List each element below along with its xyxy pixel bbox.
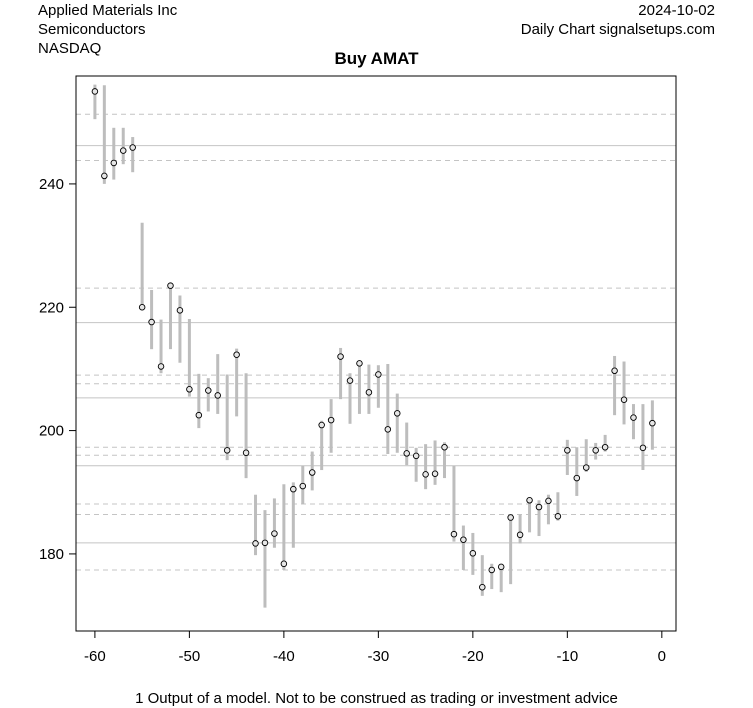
close-point <box>469 550 477 557</box>
close-point <box>403 450 410 457</box>
close-point <box>611 367 618 375</box>
close-point <box>119 147 127 154</box>
close-point <box>176 307 184 314</box>
sector-label: Semiconductors <box>38 21 146 38</box>
x-tick-label: -60 <box>84 648 106 665</box>
close-point <box>138 304 146 311</box>
close-point <box>271 530 278 537</box>
x-tick-label: -40 <box>273 648 295 665</box>
x-tick-label: -50 <box>179 648 201 665</box>
close-point <box>431 470 439 478</box>
close-point <box>290 485 297 493</box>
header-left: Applied Materials Inc Semiconductors NAS… <box>38 1 177 58</box>
chart-title: Buy AMAT <box>334 49 419 68</box>
close-point <box>261 539 269 547</box>
x-tick-label: -10 <box>556 648 578 665</box>
close-point <box>233 351 240 358</box>
close-point <box>186 386 193 393</box>
close-point <box>205 387 212 394</box>
close-point <box>195 411 203 419</box>
close-point <box>630 414 637 421</box>
company-name: Applied Materials Inc <box>38 2 178 19</box>
close-point <box>280 560 288 568</box>
close-point <box>346 377 354 384</box>
y-tick-label: 220 <box>39 299 64 316</box>
y-tick-label: 180 <box>39 546 64 563</box>
close-point <box>497 563 505 571</box>
plot-frame <box>75 75 677 632</box>
close-point <box>308 469 316 476</box>
close-point <box>252 540 259 547</box>
y-tick-label: 200 <box>39 423 64 440</box>
close-point <box>299 482 307 490</box>
x-tick-label: -30 <box>368 648 390 665</box>
close-point <box>516 531 524 539</box>
close-point <box>214 392 221 399</box>
close-point <box>592 447 599 454</box>
close-point <box>488 566 495 574</box>
close-point <box>223 447 231 454</box>
chart-date: 2024-10-02 <box>638 2 715 19</box>
close-point <box>327 416 335 424</box>
close-point <box>356 360 363 367</box>
close-point <box>167 282 174 289</box>
close-point <box>337 353 344 360</box>
close-point <box>573 474 581 482</box>
close-point <box>318 421 325 429</box>
close-point <box>649 419 656 427</box>
close-point <box>535 503 543 511</box>
close-point <box>384 426 392 433</box>
x-tick-label: 0 <box>658 648 666 665</box>
close-point <box>375 371 382 378</box>
close-point <box>554 513 562 520</box>
close-point <box>242 449 250 457</box>
disclaimer-footnote: 1 Output of a model. Not to be construed… <box>135 690 618 707</box>
close-point <box>507 514 514 521</box>
close-point <box>365 389 373 396</box>
close-point <box>110 159 118 167</box>
close-point <box>460 536 467 543</box>
header-right: 2024-10-02 Daily Chart signalsetups.com <box>521 1 715 39</box>
chart-source: Daily Chart signalsetups.com <box>520 21 715 38</box>
close-point <box>101 172 108 180</box>
close-point <box>450 530 458 538</box>
close-point <box>412 452 420 460</box>
close-point <box>639 444 647 452</box>
close-point <box>129 144 136 151</box>
x-tick-label: -20 <box>462 648 484 665</box>
close-point <box>564 447 571 454</box>
close-point <box>620 396 628 404</box>
close-point <box>157 363 165 370</box>
close-point <box>91 88 99 95</box>
exchange-label: NASDAQ <box>38 40 102 57</box>
close-point <box>422 471 429 478</box>
close-point <box>601 443 609 451</box>
close-point <box>441 443 448 451</box>
y-tick-label: 240 <box>39 176 64 193</box>
close-point <box>582 464 590 471</box>
close-point <box>545 497 552 505</box>
close-point <box>479 583 486 591</box>
close-point <box>148 318 155 326</box>
close-point <box>526 497 533 504</box>
close-point <box>394 410 401 417</box>
